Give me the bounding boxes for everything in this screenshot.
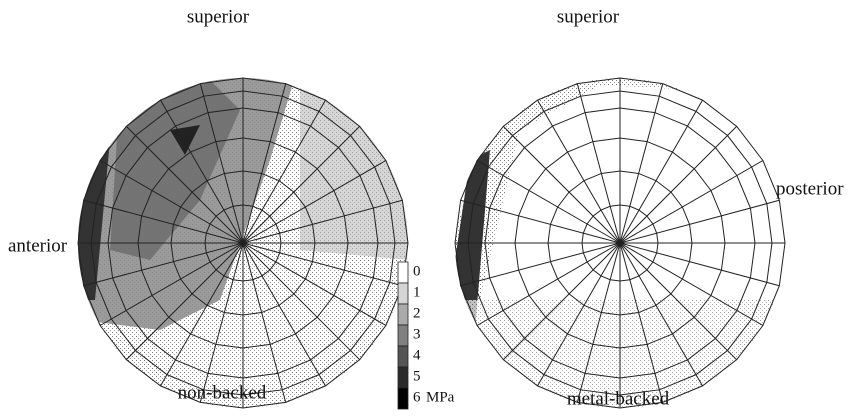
view-top-label: superior (187, 6, 250, 27)
stress-shading-left (60, 40, 420, 408)
legend: 0 1 2 3 4 5 6 MPa (398, 262, 455, 409)
legend-swatch (398, 325, 408, 346)
figure: superior anterior non-backed superior po… (0, 0, 867, 416)
view-side-label: anterior (8, 235, 68, 256)
legend-label: 1 (413, 284, 421, 300)
legend-swatch (398, 388, 408, 409)
legend-label: 3 (413, 326, 421, 342)
legend-swatch (398, 346, 408, 367)
legend-unit: MPa (426, 389, 455, 405)
legend-label: 6 (413, 389, 421, 405)
legend-swatch (398, 367, 408, 388)
view-side-label: posterior (776, 178, 844, 199)
view-label: metal-backed (567, 388, 670, 409)
legend-label: 4 (413, 347, 421, 363)
legend-swatch (398, 262, 408, 283)
legend-label: 0 (413, 263, 421, 279)
legend-label: 5 (413, 368, 421, 384)
legend-swatch (398, 304, 408, 325)
view-top-label: superior (557, 6, 620, 27)
legend-swatch (398, 283, 408, 304)
legend-label: 2 (413, 305, 421, 321)
view-label: non-backed (178, 382, 267, 403)
